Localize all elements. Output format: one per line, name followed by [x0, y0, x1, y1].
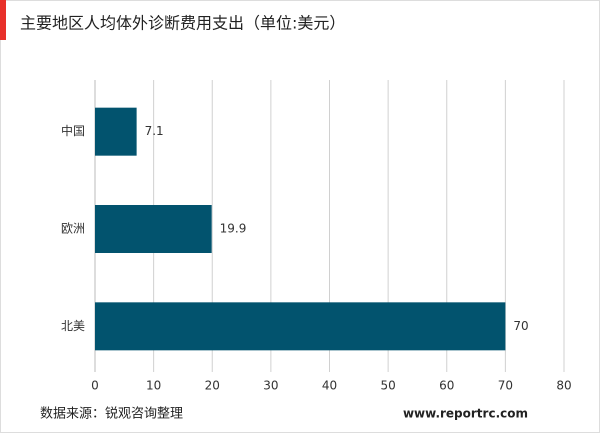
x-tick-label: 50: [380, 379, 395, 393]
x-tick-label: 40: [322, 379, 337, 393]
x-tick-label: 30: [263, 379, 278, 393]
bar: [95, 107, 137, 156]
y-tick-label: 欧洲: [61, 222, 85, 236]
y-tick-label: 中国: [61, 123, 85, 138]
chart-title: 主要地区人均体外诊断费用支出（单位:美元）: [20, 14, 345, 33]
value-label: 70: [513, 319, 528, 333]
bar: [95, 205, 212, 253]
x-tick-label: 20: [205, 379, 220, 393]
value-label: 7.1: [145, 124, 164, 138]
bar: [95, 302, 506, 351]
source: 数据来源：锐观咨询整理: [40, 407, 183, 422]
x-tick-label: 80: [556, 379, 571, 393]
accent-bar: [0, 0, 6, 40]
x-tick-label: 10: [146, 379, 161, 393]
y-tick-label: 北美: [61, 319, 85, 333]
x-tick-label: 70: [498, 379, 513, 393]
x-tick-label: 0: [91, 379, 99, 393]
website: www.reportrc.com: [403, 407, 528, 421]
value-label: 19.9: [220, 222, 247, 236]
x-tick-label: 60: [439, 379, 454, 393]
